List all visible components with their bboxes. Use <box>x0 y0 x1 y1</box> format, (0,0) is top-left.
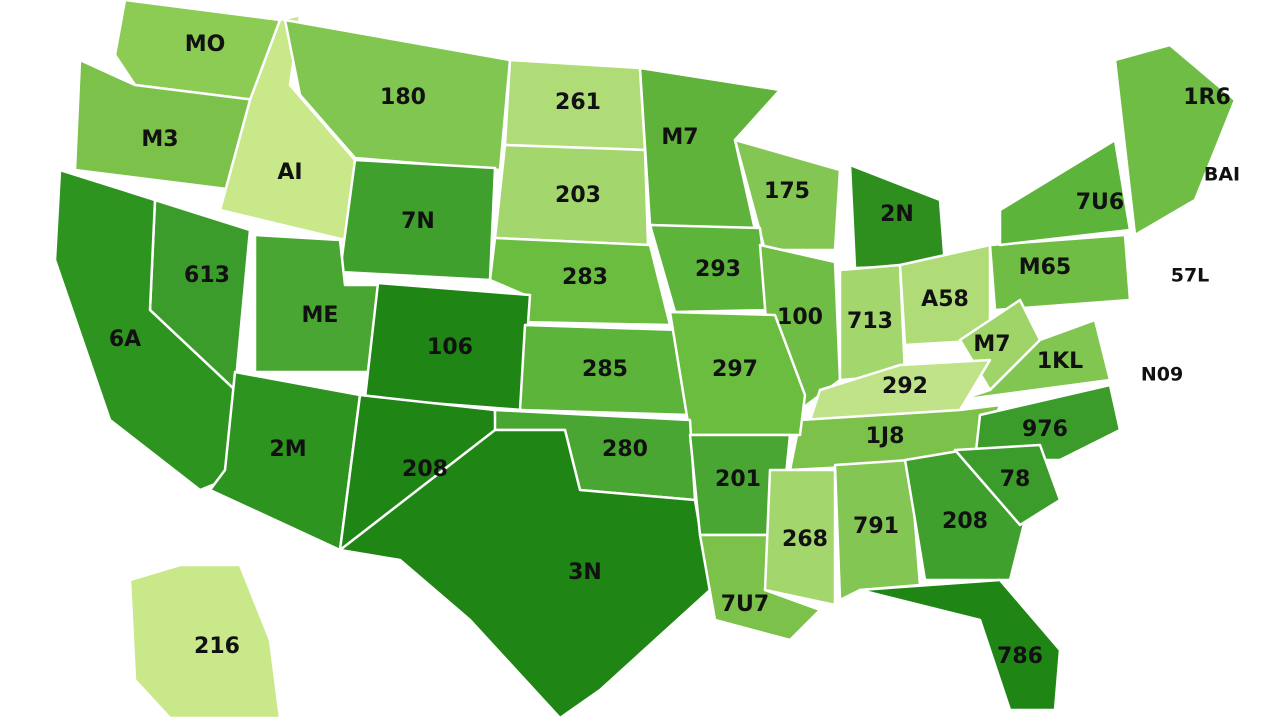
state-shape <box>208 370 362 552</box>
state-label: M7 <box>661 125 698 150</box>
state-label: 2M <box>269 437 306 462</box>
state-label: MO <box>185 32 226 57</box>
state-label: 713 <box>847 309 893 334</box>
state-label: 613 <box>184 263 230 288</box>
state-label: 786 <box>997 644 1043 669</box>
state-shape <box>988 233 1132 312</box>
state-label: 1KL <box>1037 349 1083 374</box>
state-label: 201 <box>715 467 761 492</box>
state-label: 283 <box>562 265 608 290</box>
state-shape <box>998 138 1132 247</box>
state-label: 1J8 <box>866 424 905 449</box>
state-shape <box>1113 43 1237 237</box>
state-label: 1R6 <box>1183 85 1231 110</box>
state-label: 6A <box>109 327 141 352</box>
state-label: 7U6 <box>1076 190 1124 215</box>
state-label: 791 <box>853 514 899 539</box>
state-label: 208 <box>402 457 448 482</box>
state-label: 292 <box>882 374 928 399</box>
state-shape <box>858 578 1062 712</box>
state-label: 7N <box>401 209 435 234</box>
state-label: 106 <box>427 335 473 360</box>
state-shape <box>338 428 712 720</box>
state-labels: MO 180 261 M7 1R6 M3 AI 203 175 2N BAI 7… <box>109 32 1240 669</box>
state-shape <box>808 358 992 422</box>
state-label: 293 <box>695 257 741 282</box>
state-label: AI <box>277 160 302 185</box>
state-label: 78 <box>1000 467 1031 492</box>
state-label: 285 <box>582 357 628 382</box>
state-label: 100 <box>777 305 823 330</box>
state-shape <box>733 138 842 252</box>
state-label: 261 <box>555 90 601 115</box>
state-shape <box>128 563 282 720</box>
state-label: 280 <box>602 437 648 462</box>
state-label: 208 <box>942 509 988 534</box>
state-label: M7 <box>973 332 1010 357</box>
state-label: 297 <box>712 357 758 382</box>
state-label: 7U7 <box>721 592 769 617</box>
state-label: 976 <box>1022 417 1068 442</box>
state-label: 216 <box>194 634 240 659</box>
state-label: A58 <box>921 287 969 312</box>
state-label: 203 <box>555 183 601 208</box>
state-shape <box>763 468 837 607</box>
state-shape <box>953 443 1062 527</box>
state-label: ME <box>302 303 339 328</box>
state-label: M3 <box>141 127 178 152</box>
state-label: 268 <box>782 527 828 552</box>
state-label: 3N <box>568 560 602 585</box>
state-label: BAI <box>1204 164 1240 186</box>
state-label: N09 <box>1141 364 1183 386</box>
state-label: 57L <box>1171 265 1210 287</box>
state-shape <box>638 66 782 232</box>
state-shape <box>668 310 807 437</box>
state-label: 2N <box>880 202 914 227</box>
state-label: 180 <box>380 85 426 110</box>
state-label: M65 <box>1019 255 1072 280</box>
state-shapes <box>53 0 1237 720</box>
state-label: 175 <box>764 179 810 204</box>
